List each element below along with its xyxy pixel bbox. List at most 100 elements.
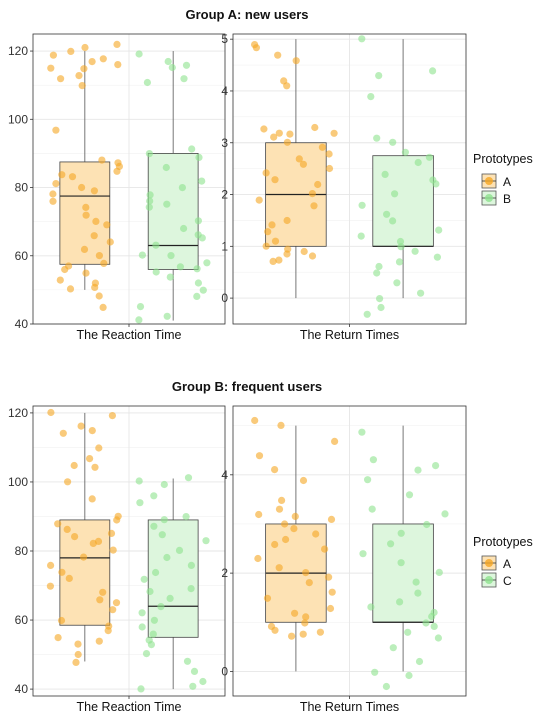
data-point-a (114, 61, 122, 69)
data-point-a (295, 155, 303, 163)
data-point-a (91, 283, 99, 291)
data-point-a (58, 171, 66, 179)
data-point-a (80, 65, 88, 73)
data-point-a (275, 505, 284, 513)
data-point-b (433, 253, 441, 261)
data-point-c (158, 531, 166, 539)
data-point-c (441, 510, 449, 518)
data-point-a (283, 82, 291, 90)
data-point-b (373, 134, 381, 142)
data-point-a (88, 427, 96, 435)
data-point-a (78, 183, 86, 192)
data-point-a (68, 173, 77, 181)
data-point-c (364, 476, 372, 484)
data-point-b (429, 67, 437, 75)
data-point-a (103, 221, 111, 229)
data-point-a (292, 57, 300, 65)
data-point-b (166, 273, 174, 281)
data-point-c (150, 492, 158, 500)
data-point-a (262, 242, 270, 250)
data-point-a (49, 190, 57, 198)
data-point-a (94, 537, 103, 546)
legend-title: Prototypes (473, 535, 533, 549)
data-point-a (64, 478, 72, 486)
data-point-a (252, 44, 260, 52)
data-point-b (188, 145, 196, 153)
data-point-a (98, 156, 106, 164)
data-point-a (328, 588, 336, 596)
data-point-a (70, 461, 78, 470)
data-point-c (147, 641, 155, 649)
data-point-c (358, 428, 366, 436)
data-point-a (91, 463, 99, 471)
legend-label-a: A (503, 557, 511, 571)
data-point-b (414, 158, 422, 167)
data-point-a (99, 588, 107, 596)
data-point-c (160, 480, 168, 489)
data-point-c (414, 589, 422, 597)
data-point-c (422, 619, 430, 627)
data-point-b (198, 177, 206, 185)
data-point-b (180, 224, 188, 233)
data-point-c (434, 634, 442, 642)
x-tick-label: The Reaction Time (77, 328, 182, 342)
data-point-b (377, 303, 385, 312)
data-point-a (54, 520, 62, 528)
y-tick-label: 3 (221, 136, 228, 150)
data-point-c (367, 603, 375, 611)
data-point-b (180, 75, 188, 83)
data-point-c (163, 553, 171, 562)
data-point-a (268, 221, 276, 229)
data-point-a (299, 630, 307, 638)
data-point-c (183, 657, 192, 665)
data-point-a (299, 476, 308, 485)
data-point-a (59, 429, 67, 437)
data-point-c (135, 477, 143, 485)
data-point-a (275, 129, 283, 137)
legend-label-b: B (503, 192, 511, 206)
data-point-c (382, 682, 390, 691)
data-point-a (325, 573, 333, 581)
data-point-c (405, 491, 414, 499)
data-point-c (414, 466, 422, 474)
data-point-c (150, 522, 158, 530)
data-point-a (282, 535, 290, 544)
y-tick-label: 80 (15, 544, 29, 558)
data-point-a (270, 133, 278, 141)
data-point-c (412, 578, 420, 586)
y-tick-label: 1 (221, 239, 228, 253)
y-tick-label: 120 (8, 44, 28, 58)
data-point-b (136, 303, 145, 311)
data-point-c (138, 623, 146, 631)
data-point-a (65, 574, 73, 583)
data-point-a (283, 216, 291, 225)
data-point-c (435, 568, 443, 577)
legend-key-a (481, 173, 497, 189)
data-point-a (80, 245, 89, 253)
data-point-b (164, 57, 172, 66)
data-point-c (189, 682, 197, 690)
data-point-a (78, 82, 86, 90)
box-b (147, 153, 199, 270)
group-b-title: Group B: frequent users (172, 379, 322, 394)
data-point-b (381, 170, 389, 178)
data-point-b (203, 259, 211, 267)
data-point-a (49, 197, 57, 205)
data-point-c (175, 546, 184, 555)
data-point-c (187, 585, 195, 593)
data-point-c (182, 513, 190, 521)
data-point-b (375, 262, 383, 271)
data-point-b (389, 138, 397, 146)
data-point-a (104, 627, 112, 635)
x-tick-label: The Return Times (300, 700, 399, 714)
data-point-a (58, 568, 66, 576)
data-point-c (138, 609, 146, 617)
data-point-a (288, 632, 296, 640)
data-point-a (46, 582, 55, 590)
data-point-a (57, 616, 66, 625)
data-point-b (367, 93, 375, 101)
data-point-c (428, 612, 436, 621)
data-point-a (314, 180, 322, 189)
data-point-b (411, 247, 419, 255)
y-tick-label: 4 (221, 84, 228, 98)
